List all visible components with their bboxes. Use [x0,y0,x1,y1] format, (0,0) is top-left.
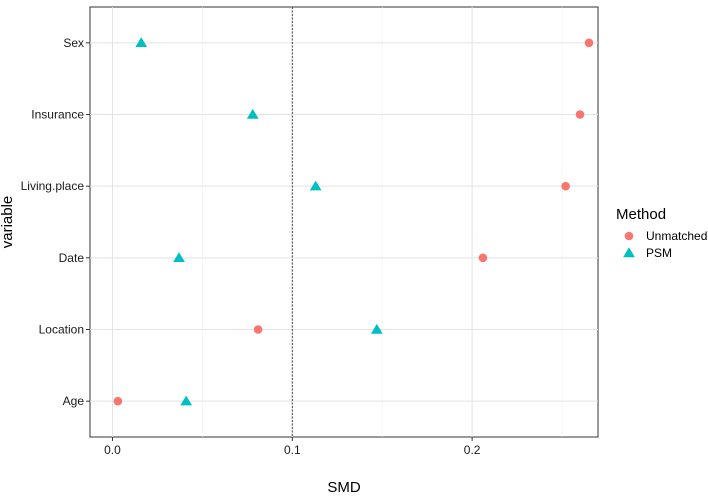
point-unmatched [575,110,585,119]
y-axis-title: variable [0,196,16,249]
point-unmatched [584,38,594,48]
legend: Method Unmatched PSM [616,206,707,260]
x-tick-label: 0.2 [464,443,481,457]
legend-title: Method [616,206,666,223]
point-psm [370,323,383,334]
legend-label-psm: PSM [646,246,672,260]
plot-panel [89,6,599,438]
legend-key-psm [623,247,635,258]
point-unmatched [113,396,123,406]
point-unmatched [561,181,570,191]
data-points [113,37,594,406]
x-axis: 0.0 0.1 0.2 [104,437,481,457]
x-tick-label: 0.0 [104,443,121,457]
point-psm [180,395,193,406]
point-psm [246,108,259,119]
y-tick-label: Age [63,394,85,408]
x-axis-title: SMD [327,479,361,496]
point-unmatched [478,253,488,263]
y-tick-label: Living.place [21,179,85,193]
y-tick-label: Insurance [31,108,84,122]
y-axis: Sex Insurance Living.place Date Location Age [21,36,90,408]
y-tick-label: Date [59,251,85,265]
legend-label-unmatched: Unmatched [646,229,707,243]
point-psm [135,37,148,48]
point-psm [309,180,322,191]
y-tick-label: Sex [63,36,84,50]
legend-key-unmatched [624,231,634,241]
x-tick-label: 0.1 [284,443,301,457]
point-psm [173,252,185,263]
point-unmatched [253,325,263,334]
y-tick-label: Location [39,323,84,337]
